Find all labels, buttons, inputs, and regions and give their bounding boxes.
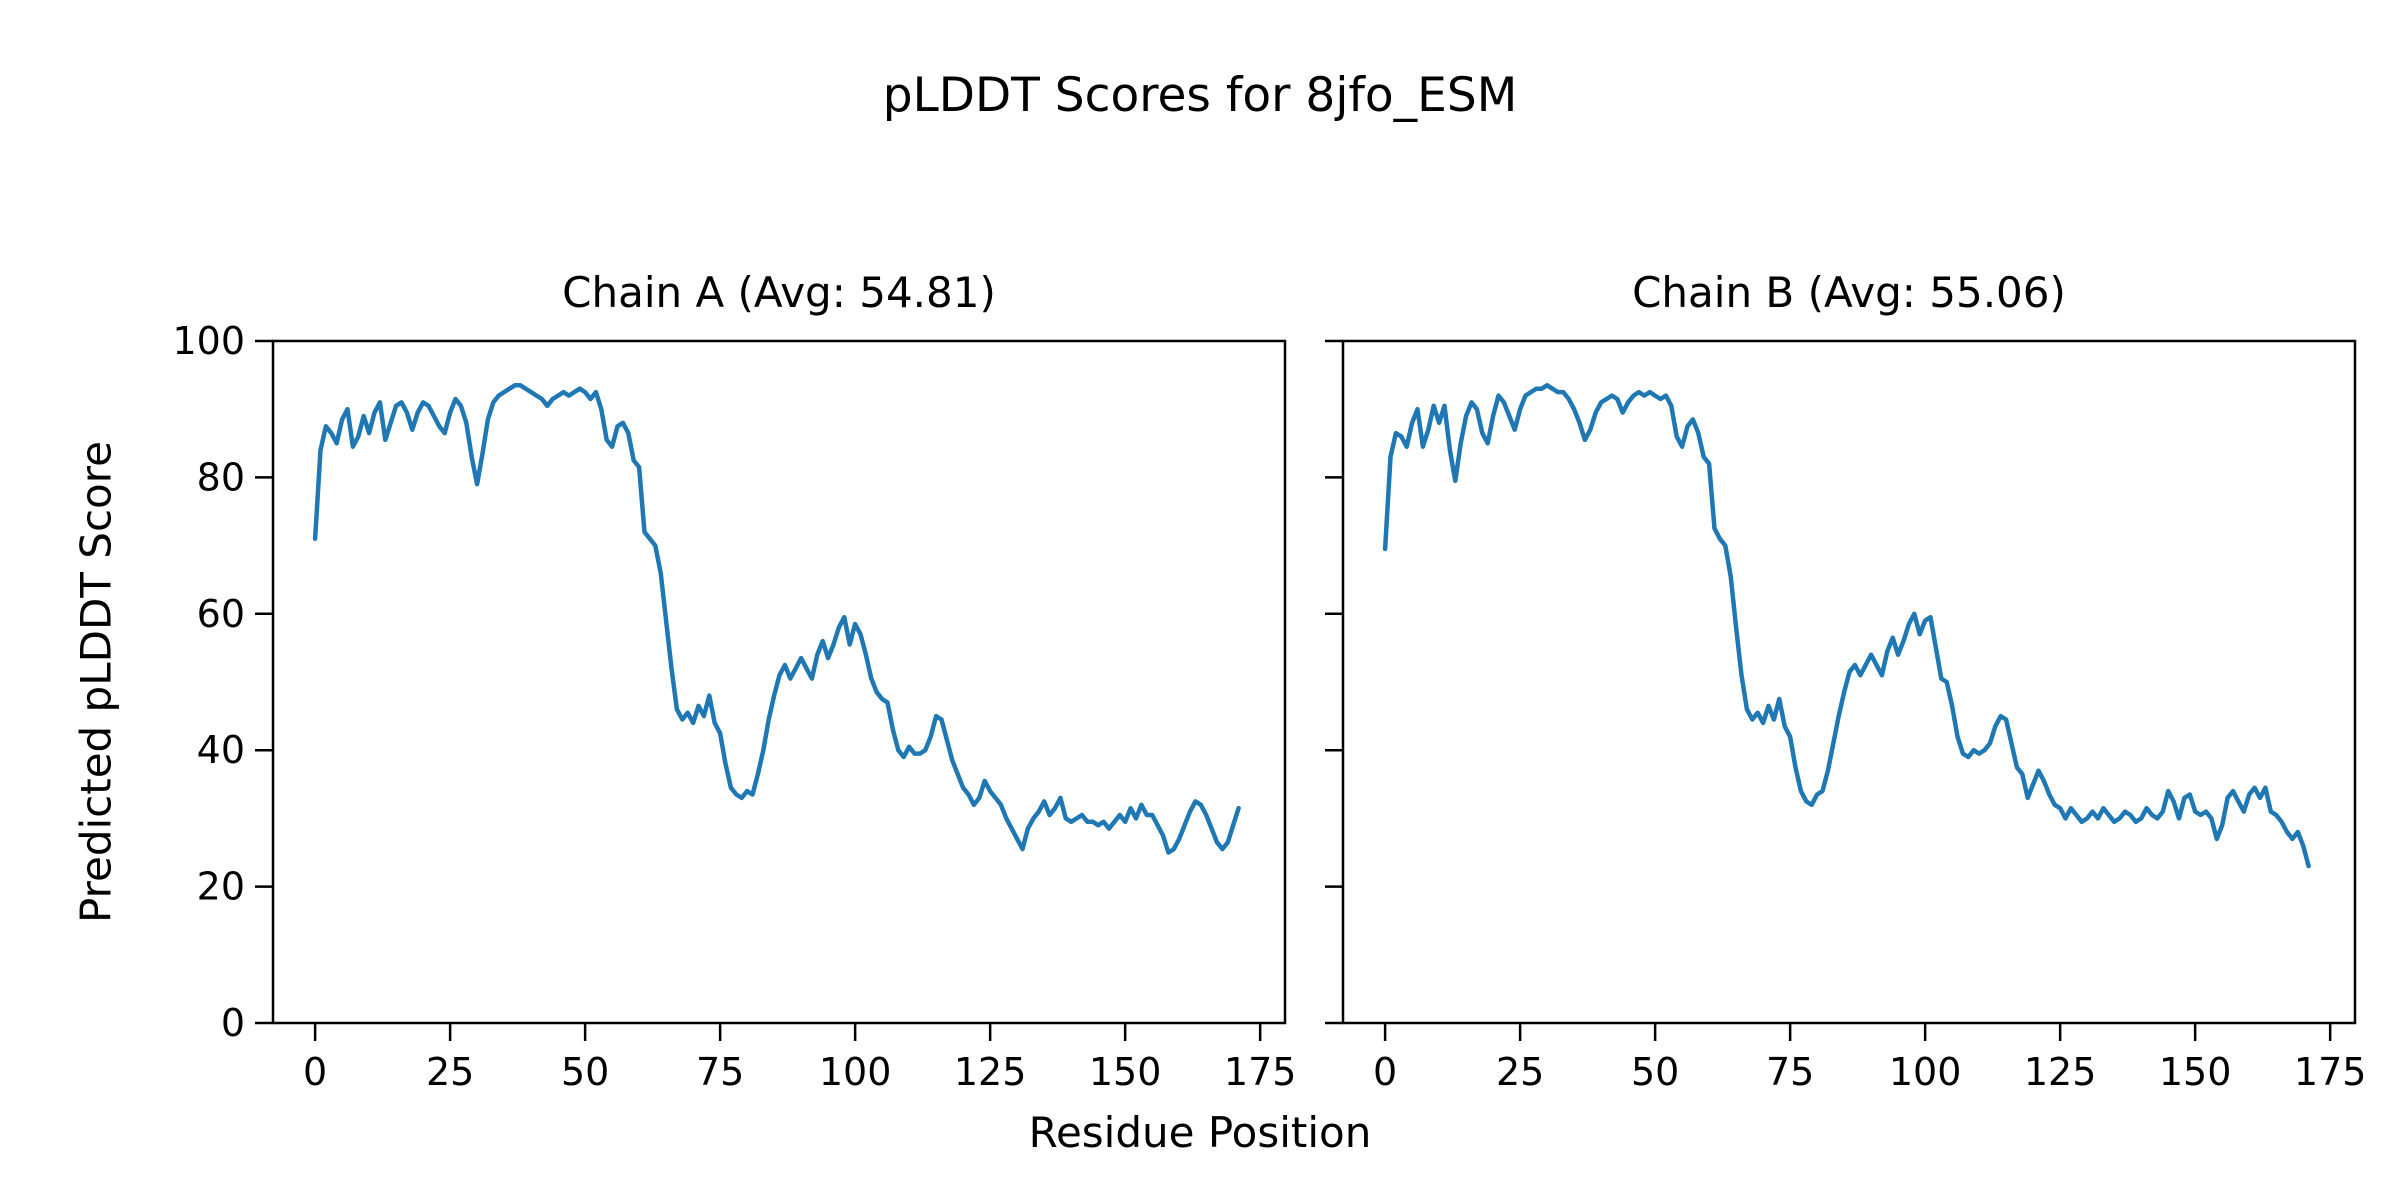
x-tick-label-chain-b: 0 xyxy=(1373,1050,1397,1094)
x-tick-label-chain-a: 100 xyxy=(819,1050,892,1094)
y-tick-label: 60 xyxy=(197,592,245,636)
x-tick-label-chain-a: 175 xyxy=(1224,1050,1297,1094)
subplot-title-chain-b: Chain B (Avg: 55.06) xyxy=(1632,268,2066,317)
x-tick-label-chain-b: 75 xyxy=(1766,1050,1814,1094)
figure-title: pLDDT Scores for 8jfo_ESM xyxy=(882,68,1518,123)
y-tick-label: 40 xyxy=(197,728,245,772)
y-tick-label: 20 xyxy=(197,865,245,909)
y-tick-label: 100 xyxy=(172,319,245,363)
x-tick-label-chain-a: 75 xyxy=(696,1050,744,1094)
x-axis-label: Residue Position xyxy=(1028,1108,1372,1157)
plddt-line-chain-b xyxy=(1382,383,2311,869)
x-tick-label-chain-b: 50 xyxy=(1631,1050,1679,1094)
x-tick-label-chain-a: 0 xyxy=(303,1050,327,1094)
x-tick-label-chain-a: 125 xyxy=(954,1050,1027,1094)
subplot-title-chain-a: Chain A (Avg: 54.81) xyxy=(562,268,996,317)
x-tick-label-chain-b: 100 xyxy=(1889,1050,1962,1094)
plddt-line-chain-a xyxy=(312,383,1241,855)
y-tick-label: 0 xyxy=(221,1001,245,1045)
axes-spines-chain-b xyxy=(1341,339,2357,1025)
x-tick-label-chain-a: 25 xyxy=(426,1050,474,1094)
x-tick-label-chain-b: 150 xyxy=(2159,1050,2232,1094)
x-tick-label-chain-a: 50 xyxy=(561,1050,609,1094)
x-tick-label-chain-b: 25 xyxy=(1496,1050,1544,1094)
x-tick-label-chain-b: 175 xyxy=(2294,1050,2367,1094)
x-tick-label-chain-a: 150 xyxy=(1089,1050,1162,1094)
x-tick-label-chain-b: 125 xyxy=(2024,1050,2097,1094)
y-tick-label: 80 xyxy=(197,455,245,499)
axes-spines-chain-a xyxy=(271,339,1287,1025)
